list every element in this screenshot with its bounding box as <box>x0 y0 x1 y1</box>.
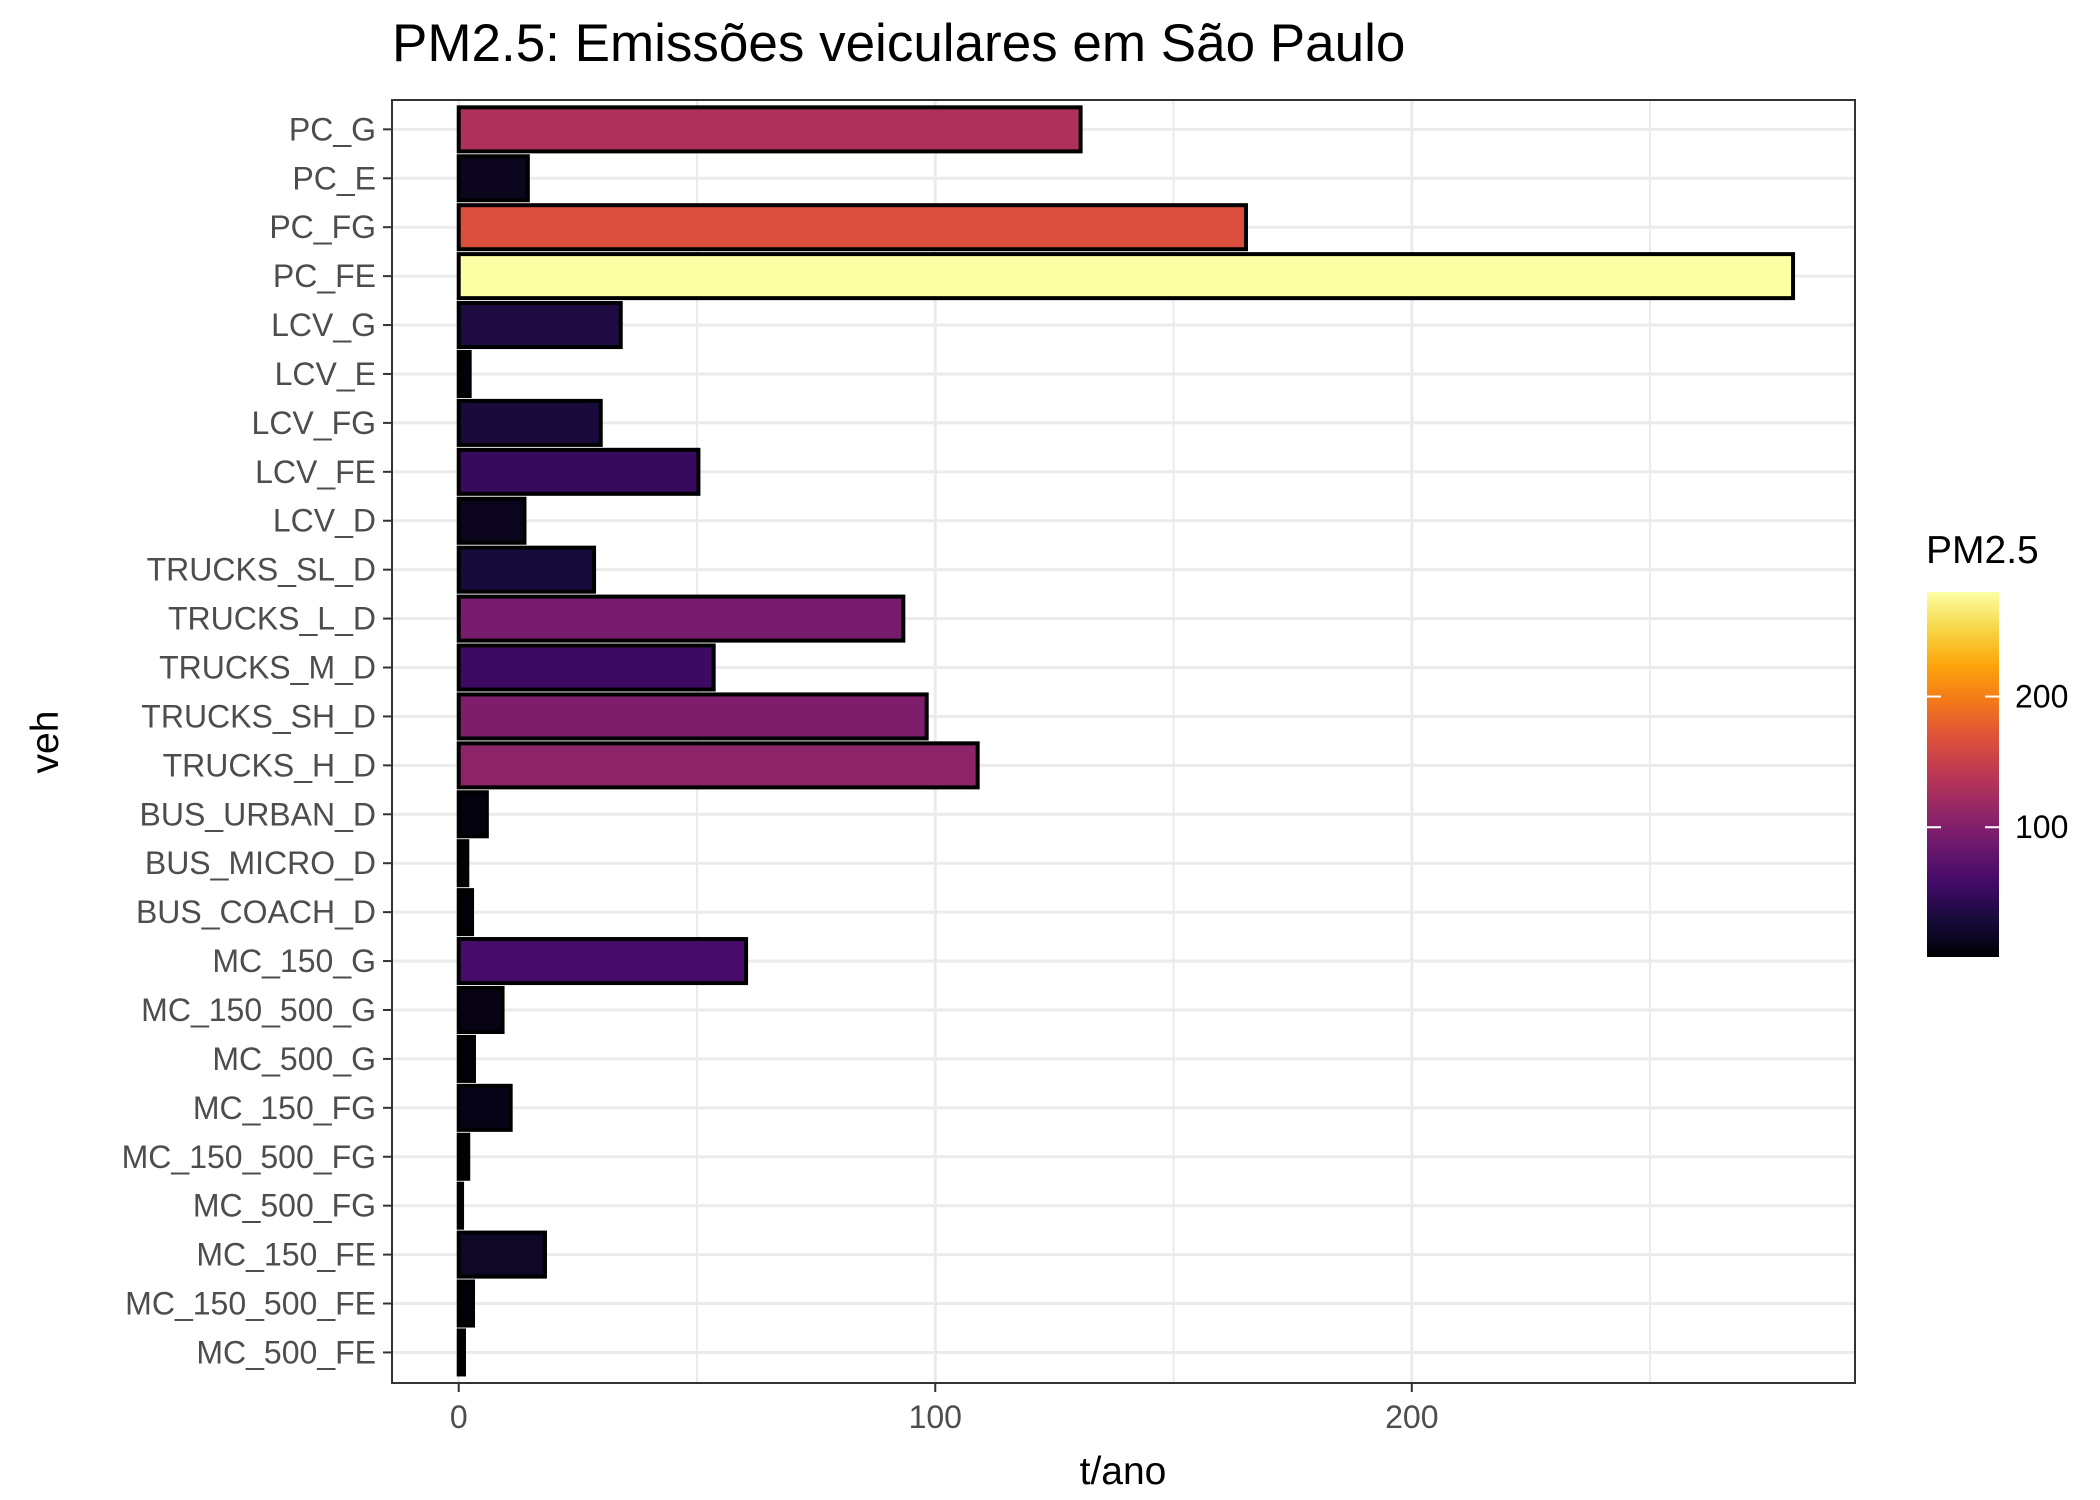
y-tick-label: TRUCKS_H_D <box>163 747 376 783</box>
legend-title: PM2.5 <box>1926 529 2039 572</box>
y-tick-label: BUS_URBAN_D <box>139 796 376 832</box>
bar <box>456 154 530 203</box>
y-axis: PC_G PC_E PC_FG PC_FE LCV_G LCV_E LCV_FG LCV_FE… <box>122 111 392 1370</box>
y-tick-label: PC_FG <box>269 209 376 245</box>
legend-ticks: 100 200 <box>1927 679 2068 845</box>
x-tick-label: 0 <box>450 1399 468 1435</box>
bar <box>456 643 716 692</box>
y-tick-label: MC_150_500_FG <box>122 1139 376 1175</box>
bar <box>456 496 527 545</box>
y-tick-label: TRUCKS_SH_D <box>141 698 376 734</box>
plot-border <box>391 99 1856 1384</box>
legend-colorbar <box>1927 592 1999 957</box>
bar <box>456 1328 466 1377</box>
y-tick-label: MC_150_500_G <box>141 992 376 1028</box>
chart-title: PM2.5: Emissões veiculares em São Paulo <box>392 14 1405 73</box>
color-legend: PM2.5 100 200 <box>1926 529 2068 957</box>
y-tick-label: LCV_E <box>275 356 376 392</box>
y-tick-label: LCV_FG <box>252 405 376 441</box>
x-tick-label: 100 <box>909 1399 962 1435</box>
y-tick-label: LCV_D <box>273 503 376 539</box>
bars <box>456 105 1796 1377</box>
bar <box>456 1083 513 1132</box>
y-tick-label: MC_150_500_FE <box>125 1286 376 1322</box>
y-tick-label: BUS_COACH_D <box>136 894 376 930</box>
bar <box>456 1181 465 1230</box>
y-tick-label: MC_500_G <box>212 1041 376 1077</box>
y-tick-label: MC_150_FG <box>193 1090 376 1126</box>
y-tick-label: PC_FE <box>273 258 376 294</box>
y-tick-label: TRUCKS_SL_D <box>147 552 376 588</box>
bar <box>456 1132 471 1181</box>
bar <box>456 1230 547 1279</box>
bar <box>456 937 749 986</box>
bar <box>456 301 623 350</box>
x-axis-title: t/ano <box>1080 1450 1167 1493</box>
y-tick-label: TRUCKS_L_D <box>168 601 376 637</box>
bar <box>456 105 1083 154</box>
bar <box>456 692 929 741</box>
bar <box>456 545 597 594</box>
bar <box>456 790 489 839</box>
x-tick-label: 200 <box>1385 1399 1438 1435</box>
x-axis: 0 100 200 <box>450 1383 1439 1435</box>
legend-tick-label: 200 <box>2015 679 2068 715</box>
bar <box>456 888 475 937</box>
y-tick-label: LCV_FE <box>255 454 376 490</box>
legend-tick-label: 100 <box>2015 809 2068 845</box>
y-tick-label: PC_E <box>292 160 376 196</box>
y-tick-label: TRUCKS_M_D <box>159 650 376 686</box>
y-tick-label: MC_150_FE <box>196 1237 376 1273</box>
bar <box>456 1279 476 1328</box>
bar <box>456 398 603 447</box>
bar <box>456 985 505 1034</box>
bar <box>456 594 906 643</box>
bar <box>456 839 470 888</box>
y-tick-label: LCV_G <box>271 307 376 343</box>
bar <box>456 203 1248 252</box>
y-tick-label: PC_G <box>289 111 376 147</box>
bar <box>456 447 701 496</box>
y-axis-title: veh <box>24 711 67 774</box>
bar <box>456 741 980 790</box>
y-tick-label: MC_500_FE <box>196 1334 376 1370</box>
bar <box>456 349 472 398</box>
bar <box>456 1034 476 1083</box>
y-tick-label: MC_150_G <box>212 943 376 979</box>
y-tick-label: MC_500_FG <box>193 1188 376 1224</box>
y-tick-label: BUS_MICRO_D <box>145 845 376 881</box>
bar <box>456 252 1796 301</box>
